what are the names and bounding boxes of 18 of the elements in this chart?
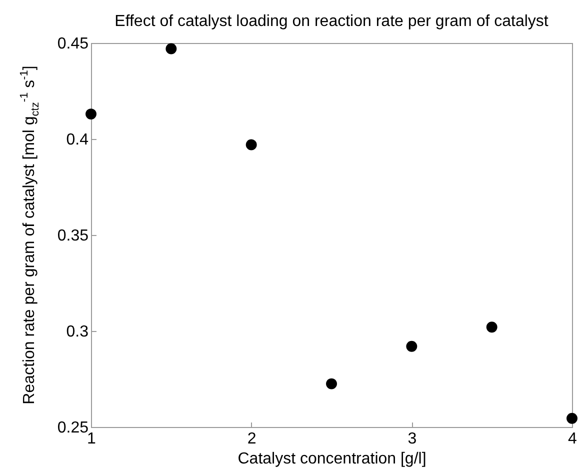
x-axis-title: Catalyst concentration [g/l] [238, 450, 426, 468]
y-tick-label: 0.25 [57, 420, 89, 436]
point [326, 378, 337, 390]
point [246, 139, 257, 150]
y-tick-label: 0.45 [57, 36, 89, 52]
point [166, 43, 177, 54]
x-tick-label: 4 [568, 430, 578, 448]
y-tick-label: 0.35 [57, 228, 89, 244]
x-tick-label: 3 [408, 430, 417, 448]
y-tick-label: 0.4 [66, 132, 89, 148]
chart-title: Effect of catalyst loading on reaction rate per gram of catalyst [114, 13, 549, 30]
y-tick-label: 0.3 [66, 324, 89, 340]
point [566, 412, 578, 424]
point [486, 322, 498, 333]
point [86, 108, 96, 120]
x-tick-label: 1 [87, 430, 96, 448]
point [406, 340, 418, 352]
x-tick-label: 2 [247, 430, 256, 448]
